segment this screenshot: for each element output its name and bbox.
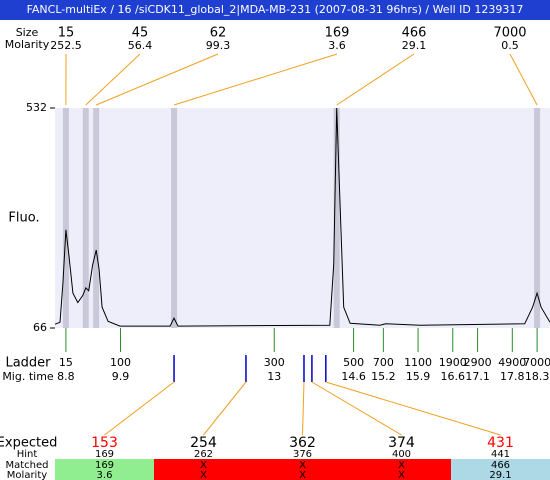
- ladder-size: 4900: [498, 356, 526, 369]
- ladder-time: 13: [267, 370, 281, 383]
- mig-time-label: Mig. time: [2, 370, 54, 383]
- peak-size: 466: [402, 26, 427, 41]
- trace: [54, 107, 550, 327]
- expected-size: 254: [190, 435, 217, 451]
- ladder-time: 17.1: [465, 370, 490, 383]
- matched-value: 466: [491, 460, 510, 471]
- expected-connector: [311, 381, 402, 436]
- ladder-size: 500: [343, 356, 364, 369]
- y-tick-label: 66: [33, 321, 47, 334]
- hint-value: 400: [392, 449, 411, 460]
- ladder-time: 18.3: [525, 370, 550, 383]
- matched-value: X: [398, 460, 405, 471]
- size-label: Size: [16, 26, 39, 39]
- plot-area: [55, 108, 550, 328]
- hint-value: 441: [491, 449, 510, 460]
- ladder-size: 15: [59, 356, 73, 369]
- molarity-value: X: [200, 470, 207, 480]
- expected-size: 153: [91, 435, 118, 451]
- peak-molarity: 252.5: [50, 39, 82, 52]
- ladder-size: 2900: [464, 356, 492, 369]
- matched-value: X: [200, 460, 207, 471]
- title-bar: [0, 0, 550, 20]
- peak-band: [171, 108, 178, 328]
- expected-size: 431: [487, 435, 514, 451]
- y-tick-label: 532: [26, 101, 47, 114]
- ladder-size: 300: [264, 356, 285, 369]
- ladder-time: 16.6: [441, 370, 466, 383]
- match-cell: [154, 459, 253, 480]
- ladder-time: 9.9: [112, 370, 130, 383]
- match-cell: [352, 459, 451, 480]
- expected-label: Expected: [0, 436, 57, 451]
- peak-band: [333, 108, 340, 328]
- match-cell: [55, 459, 154, 480]
- peak-connector: [95, 53, 219, 106]
- ladder-time: 15.9: [406, 370, 431, 383]
- expected-connector: [302, 381, 305, 436]
- peak-band: [82, 108, 89, 328]
- peak-band: [62, 108, 69, 328]
- ladder-size: 1100: [404, 356, 432, 369]
- ladder-size: 7000: [523, 356, 550, 369]
- molarity-value: 29.1: [489, 470, 511, 480]
- molarity-value: X: [398, 470, 405, 480]
- ladder-time: 15.2: [371, 370, 396, 383]
- ladder-time: 17.8: [500, 370, 525, 383]
- peak-molarity: 29.1: [402, 39, 427, 52]
- hint-value: 169: [95, 449, 114, 460]
- expected-size: 362: [289, 435, 316, 451]
- molarity-value: 3.6: [97, 470, 113, 480]
- peak-size: 7000: [493, 26, 526, 41]
- peak-size: 15: [58, 26, 75, 41]
- peak-connector: [85, 53, 141, 106]
- peak-band: [93, 108, 100, 328]
- hint-value: 262: [194, 449, 213, 460]
- hint-label: Hint: [17, 449, 38, 460]
- match-cell: [451, 459, 550, 480]
- expected-connector: [325, 381, 501, 436]
- peak-molarity: 56.4: [128, 39, 153, 52]
- peak-connector: [173, 53, 338, 106]
- ladder-label: Ladder: [5, 356, 51, 371]
- peak-molarity: 99.3: [206, 39, 231, 52]
- expected-size: 374: [388, 435, 415, 451]
- expected-connector: [104, 381, 175, 436]
- peak-band: [534, 108, 541, 328]
- molarity-row-label: Molarity: [7, 470, 47, 480]
- ladder-size: 700: [373, 356, 394, 369]
- hint-value: 376: [293, 449, 312, 460]
- expected-connector: [203, 381, 247, 436]
- ladder-time: 8.8: [57, 370, 75, 383]
- matched-value: X: [299, 460, 306, 471]
- ladder-time: 14.6: [341, 370, 366, 383]
- matched-label: Matched: [5, 460, 48, 471]
- peak-size: 45: [132, 26, 149, 41]
- peak-size: 169: [325, 26, 350, 41]
- matched-value: 169: [95, 460, 114, 471]
- peak-size: 62: [210, 26, 227, 41]
- ladder-size: 100: [110, 356, 131, 369]
- peak-connector: [509, 53, 538, 106]
- molarity-value: X: [299, 470, 306, 480]
- title: FANCL-multiEx / 16 /siCDK11_global_2|MDA…: [27, 3, 524, 16]
- molarity-label: Molarity: [5, 38, 50, 51]
- ladder-size: 1900: [439, 356, 467, 369]
- match-cell: [253, 459, 352, 480]
- peak-molarity: 0.5: [501, 39, 519, 52]
- y-axis-label: Fluo.: [8, 211, 39, 226]
- peak-molarity: 3.6: [328, 39, 346, 52]
- peak-connector: [336, 53, 415, 106]
